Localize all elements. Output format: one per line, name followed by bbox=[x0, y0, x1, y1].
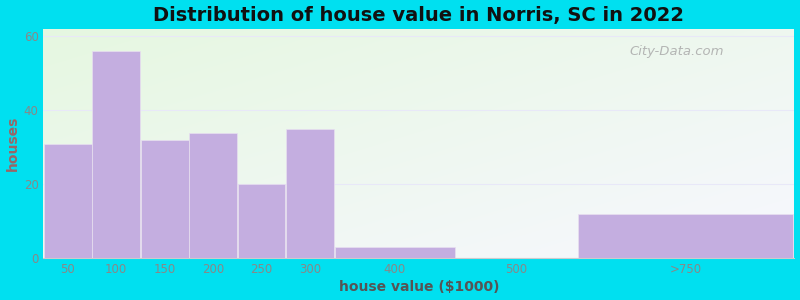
Bar bbox=[92, 51, 140, 258]
Bar bbox=[334, 247, 454, 258]
Bar bbox=[44, 144, 92, 258]
Bar bbox=[141, 140, 189, 258]
X-axis label: house value ($1000): house value ($1000) bbox=[338, 280, 499, 294]
Bar bbox=[189, 133, 237, 258]
Title: Distribution of house value in Norris, SC in 2022: Distribution of house value in Norris, S… bbox=[154, 6, 685, 25]
Y-axis label: houses: houses bbox=[6, 116, 19, 171]
Text: City-Data.com: City-Data.com bbox=[630, 45, 724, 58]
Bar bbox=[578, 214, 794, 258]
Bar bbox=[238, 184, 286, 258]
Bar bbox=[286, 129, 334, 258]
